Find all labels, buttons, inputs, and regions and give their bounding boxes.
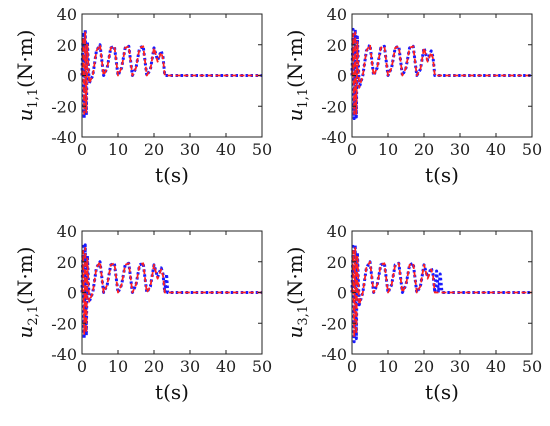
x-tick-label: 40 xyxy=(216,357,236,376)
x-tick-label: 20 xyxy=(144,357,164,376)
y-tick-label: -20 xyxy=(51,97,77,116)
chart-panel-1: 0 10 20 30 40 50 -40 -20 0 20 40 t(s) u1,1(N·m) xyxy=(13,5,272,187)
y-tick-label: -20 xyxy=(51,314,77,333)
y-tick-label: 0 xyxy=(337,284,347,303)
y-tick-label: 40 xyxy=(327,5,347,24)
x-axis-label: t(s) xyxy=(155,163,189,187)
y-tick-label: -20 xyxy=(321,97,347,116)
y-tick-label: 40 xyxy=(327,222,347,241)
x-tick-label: 50 xyxy=(252,140,272,159)
x-tick-label: 0 xyxy=(347,357,357,376)
y-tick-label: 20 xyxy=(327,253,347,272)
series-line-1 xyxy=(350,27,532,121)
x-tick-label: 50 xyxy=(522,140,542,159)
chart-panel-2: 0 10 20 30 40 50 -40 -20 0 20 40 t(s) u1,1(N·m) xyxy=(283,5,542,187)
y-tick-label: -20 xyxy=(321,314,347,333)
y-tick-label: 20 xyxy=(57,253,77,272)
series-line-2 xyxy=(351,247,532,338)
x-axis-label: t(s) xyxy=(425,163,459,187)
x-axis-label: t(s) xyxy=(155,380,189,404)
x-tick-label: 40 xyxy=(486,140,506,159)
x-tick-label: 30 xyxy=(450,357,470,376)
x-tick-label: 0 xyxy=(77,140,87,159)
x-tick-label: 10 xyxy=(378,357,398,376)
x-axis-label: t(s) xyxy=(425,380,459,404)
series-line-1 xyxy=(80,27,262,121)
y-tick-label: -40 xyxy=(51,345,77,364)
y-tick-label: -40 xyxy=(321,345,347,364)
y-axis-label: u1,1(N·m) xyxy=(13,29,41,121)
x-tick-label: 40 xyxy=(486,357,506,376)
y-tick-label: 0 xyxy=(67,67,77,86)
x-tick-label: 20 xyxy=(414,357,434,376)
x-tick-label: 40 xyxy=(216,140,236,159)
x-tick-label: 10 xyxy=(378,140,398,159)
y-tick-label: 0 xyxy=(337,67,347,86)
series-line-2 xyxy=(81,31,262,115)
y-tick-label: 40 xyxy=(57,222,77,241)
y-tick-label: -40 xyxy=(51,128,77,147)
x-tick-label: 50 xyxy=(522,357,542,376)
x-tick-label: 0 xyxy=(347,140,357,159)
x-tick-label: 50 xyxy=(252,357,272,376)
x-tick-label: 30 xyxy=(180,357,200,376)
y-axis-label: u2,1(N·m) xyxy=(13,246,41,338)
x-tick-label: 30 xyxy=(180,140,200,159)
series-line-2 xyxy=(81,247,262,335)
x-tick-label: 30 xyxy=(450,140,470,159)
x-tick-label: 20 xyxy=(414,140,434,159)
x-tick-label: 0 xyxy=(77,357,87,376)
y-tick-label: -40 xyxy=(321,128,347,147)
x-tick-label: 10 xyxy=(108,357,128,376)
series-line-2 xyxy=(351,31,532,115)
y-tick-label: 20 xyxy=(327,36,347,55)
y-axis-label: u3,1(N·m) xyxy=(283,246,311,338)
y-tick-label: 40 xyxy=(57,5,77,24)
x-tick-label: 10 xyxy=(108,140,128,159)
chart-panel-4: 0 10 20 30 40 50 -40 -20 0 20 40 t(s) u3,1(N·m) xyxy=(283,222,542,404)
y-tick-label: 0 xyxy=(67,284,77,303)
y-axis-label: u1,1(N·m) xyxy=(283,29,311,121)
y-tick-label: 20 xyxy=(57,36,77,55)
chart-panel-3: 0 10 20 30 40 50 -40 -20 0 20 40 t(s) u2,1(N·m) xyxy=(13,222,272,404)
x-tick-label: 20 xyxy=(144,140,164,159)
